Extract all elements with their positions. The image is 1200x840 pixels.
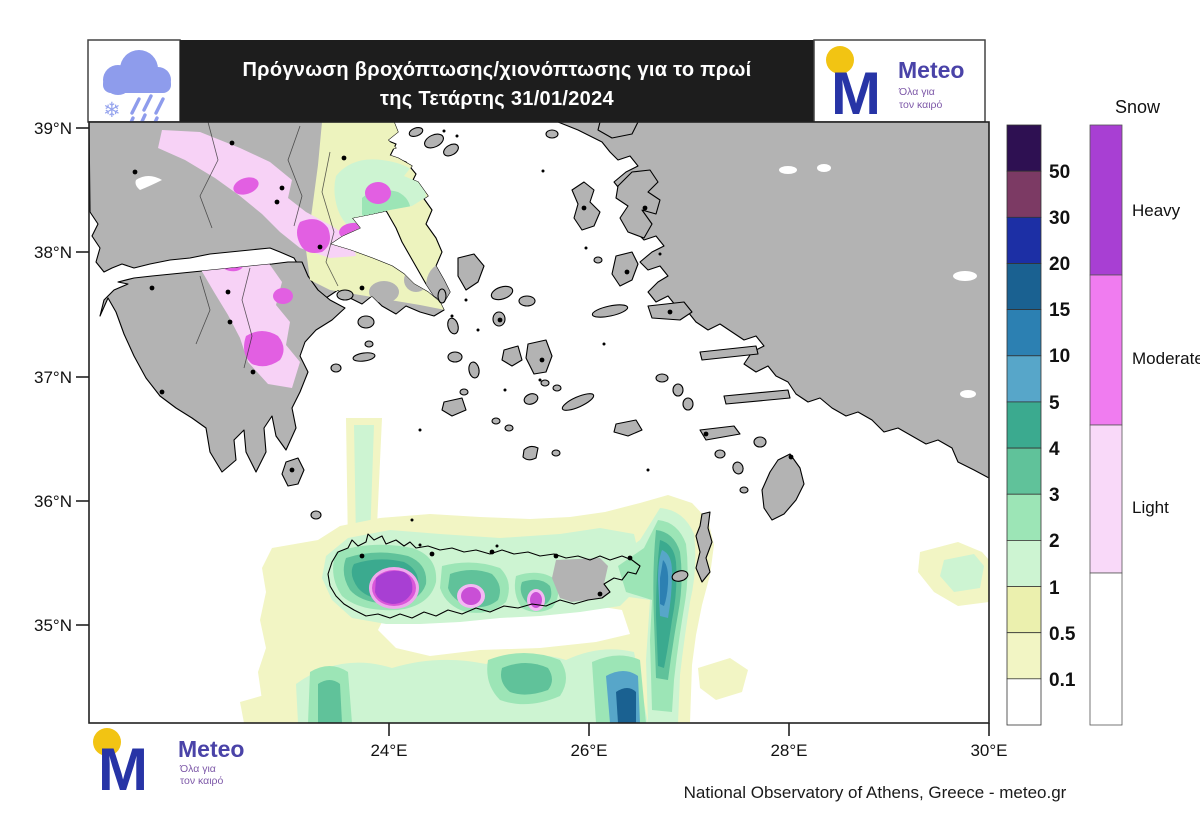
brand-tagline-2: τον καιρό [899, 99, 943, 111]
footer-brand-tagline-1: Όλα για [179, 763, 216, 775]
snowflake-icon: ❄ [103, 99, 121, 122]
rain-label-30: 30 [1049, 208, 1070, 229]
south-core-a2 [318, 680, 342, 723]
lon-label-26: 26°E [570, 741, 607, 760]
islet-dots [410, 129, 662, 548]
logo-sun-icon [826, 46, 854, 74]
patch-bottom-left [240, 694, 282, 723]
rain-band-core [354, 425, 374, 540]
admin-boundaries [195, 122, 339, 369]
footer-brand-name: Meteo [178, 736, 244, 762]
rain-label-4: 4 [1049, 439, 1060, 460]
rain-label-20: 20 [1049, 254, 1070, 275]
rain-swatch-12 [1006, 678, 1042, 726]
meteo-logo-header: M Meteo Όλα για τον καιρό [826, 46, 964, 127]
snow-swatch-none [1089, 572, 1123, 726]
plume-10mm [660, 560, 669, 606]
lon-label-30: 30°E [970, 741, 1007, 760]
rain-label-2: 2 [1049, 531, 1060, 552]
rain-swatch-11 [1006, 632, 1042, 680]
rain-label-1: 1 [1049, 578, 1060, 599]
rain-label-50: 50 [1049, 162, 1070, 183]
snow-scale-title: Snow [1115, 97, 1161, 117]
lakes [135, 164, 977, 398]
brand-tagline-1: Όλα για [898, 86, 935, 98]
attribution-text: National Observatory of Athens, Greece -… [684, 783, 1067, 802]
footer: M Meteo Όλα για τον καιρό National Obser… [93, 728, 1067, 803]
rain-colorbar: 50 30 20 15 10 5 4 3 2 1 0.5 0.1 [1006, 124, 1076, 726]
rain-swatch-6 [1006, 401, 1042, 449]
attica-dry-patch-1 [369, 281, 399, 303]
snow-label-light: Light [1132, 498, 1169, 517]
snow-label-heavy: Heavy [1132, 201, 1181, 220]
title-bar [180, 40, 814, 122]
rain-swatch-3 [1006, 263, 1042, 311]
rain-swatch-0 [1006, 124, 1042, 172]
snow-swatch-light [1089, 424, 1123, 574]
snow-colorbar-labels: Heavy Moderate Light [1132, 201, 1200, 517]
rain-swatch-1 [1006, 170, 1042, 218]
rain-swatch-8 [1006, 493, 1042, 541]
patch-south-east [698, 658, 748, 700]
lon-label-28: 28°E [770, 741, 807, 760]
axis-ticks [76, 127, 990, 736]
brand-name: Meteo [898, 57, 964, 83]
map-area: 39°N 38°N 37°N 36°N 35°N 24°E 26°E 28°E … [34, 119, 1008, 760]
meteo-logo-footer: M Meteo Όλα για τον καιρό [93, 728, 244, 803]
lat-label-38: 38°N [34, 243, 72, 262]
snow-label-moderate: Moderate [1132, 349, 1200, 368]
header-banner: ❄ Πρόγνωση βροχόπτωσης/χιονόπτωσης για τ… [87, 39, 986, 133]
rain-label-15: 15 [1049, 300, 1071, 321]
x-axis-labels: 24°E 26°E 28°E 30°E [370, 741, 1007, 760]
datca-peninsula [699, 345, 759, 361]
map-title-line1: Πρόγνωση βροχόπτωσης/χιονόπτωσης για το … [242, 59, 751, 81]
south-core-b2 [501, 663, 552, 695]
rain-swatch-4 [1006, 309, 1042, 357]
lon-label-24: 24°E [370, 741, 407, 760]
aegean-islands [281, 122, 805, 583]
rain-swatch-5 [1006, 355, 1042, 403]
city-dots [132, 140, 794, 597]
rain-label-5: 5 [1049, 393, 1060, 414]
y-axis-labels: 39°N 38°N 37°N 36°N 35°N [34, 119, 72, 635]
crete-dry-interior [552, 558, 610, 602]
rain-swatch-2 [1006, 216, 1042, 264]
rain-label-3: 3 [1049, 485, 1060, 506]
lat-label-39: 39°N [34, 119, 72, 138]
snow-colorbar: Snow Heavy Moderate Light [1089, 97, 1200, 726]
footer-logo-m-icon: M [98, 736, 148, 803]
lat-label-36: 36°N [34, 492, 72, 511]
logo-m-icon: M [831, 60, 881, 127]
footer-brand-tagline-2: τον καιρό [180, 775, 224, 787]
rain-swatch-9 [1006, 540, 1042, 588]
south-core-c3 [616, 688, 636, 723]
rain-label-01: 0.1 [1049, 670, 1076, 691]
rain-colorbar-labels: 50 30 20 15 10 5 4 3 2 1 0.5 0.1 [1049, 162, 1076, 691]
footer-logo-sun-icon [93, 728, 121, 756]
rain-swatch-10 [1006, 586, 1042, 634]
rain-label-05: 0.5 [1049, 624, 1076, 645]
map-graphics [89, 122, 989, 723]
map-frame [88, 121, 990, 724]
patch-right-core [940, 554, 984, 592]
rain-snow-cloud-icon: ❄ [103, 50, 171, 133]
snow-swatch-moderate [1089, 274, 1123, 426]
rain-label-10: 10 [1049, 346, 1070, 367]
snow-swatch-heavy [1089, 124, 1123, 276]
rain-swatch-7 [1006, 447, 1042, 495]
lat-label-37: 37°N [34, 368, 72, 387]
lat-label-35: 35°N [34, 616, 72, 635]
bodrum-peninsula [723, 389, 791, 405]
map-title-line2: της Τετάρτης 31/01/2024 [380, 88, 614, 110]
